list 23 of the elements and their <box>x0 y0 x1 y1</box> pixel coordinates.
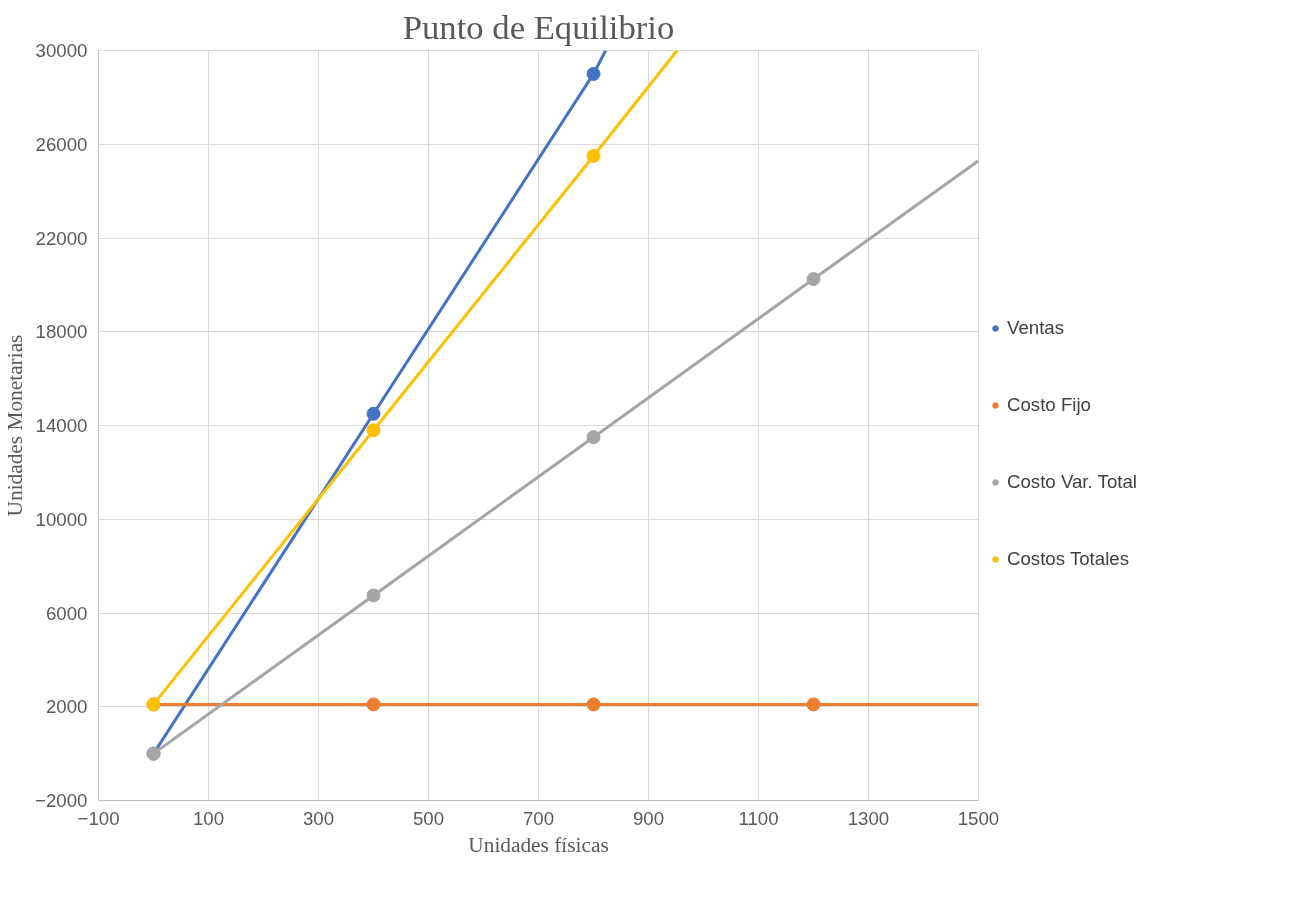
x-tick-label: 700 <box>522 807 555 829</box>
y-tick-label: 30000 <box>35 40 88 61</box>
x-tick-label: 1100 <box>738 807 779 829</box>
y-tick-label: 26000 <box>35 133 88 155</box>
legend-label: Costos Totales <box>1007 548 1130 570</box>
y-tick-label: 6000 <box>46 602 88 624</box>
y-tick-label: 22000 <box>35 227 88 249</box>
x-tick-label: 500 <box>412 807 445 829</box>
x-tick-label: 100 <box>192 807 225 829</box>
y-tick-label: 18000 <box>35 321 88 343</box>
legend-label: Ventas <box>1007 317 1065 339</box>
x-tick-label: 1500 <box>957 807 1000 829</box>
y-tick-label: 10000 <box>35 508 88 530</box>
x-tick-label: 900 <box>632 807 665 829</box>
x-tick-label: 300 <box>302 807 335 829</box>
x-axis-title: Unidades físicas <box>468 832 609 857</box>
x-tick-label: 1300 <box>847 807 890 829</box>
legend-label: Costo Fijo <box>1007 394 1091 416</box>
legend-label: Costo Var. Total <box>1007 471 1137 493</box>
y-tick-label: 14000 <box>35 415 88 436</box>
chart-title: Punto de Equilibrio <box>402 7 675 46</box>
y-tick-label: 2000 <box>46 696 88 718</box>
y-axis-title: Unidades Monetarias <box>3 334 28 517</box>
